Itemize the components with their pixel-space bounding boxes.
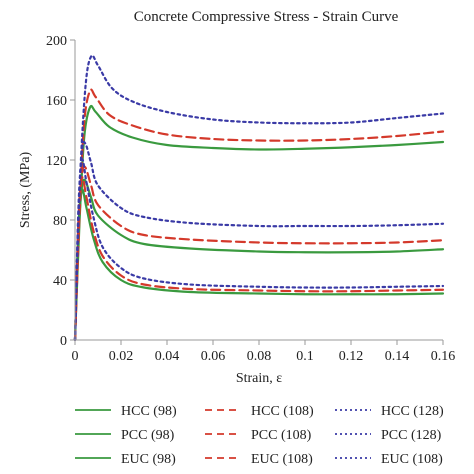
x-tick-label: 0.14 — [385, 349, 410, 364]
series-line-7 — [73, 140, 445, 342]
y-tick-label: 160 — [46, 94, 67, 109]
x-tick-label: 0.16 — [431, 349, 456, 364]
legend-label: PCC (128) — [381, 428, 442, 443]
legend-label: HCC (128) — [381, 404, 444, 419]
legend-label: HCC (98) — [121, 404, 177, 419]
plot-area — [73, 54, 445, 342]
y-tick-label: 0 — [60, 334, 67, 349]
legend-label: PCC (98) — [121, 428, 175, 443]
legend-label: EUC (108) — [251, 452, 313, 467]
legend-label: HCC (108) — [251, 404, 314, 419]
y-tick-label: 120 — [46, 154, 67, 169]
chart-title: Concrete Compressive Stress - Strain Cur… — [134, 9, 399, 25]
x-tick-label: 0.12 — [339, 349, 364, 364]
legend-label: EUC (98) — [121, 452, 176, 467]
x-tick-label: 0.1 — [296, 349, 314, 364]
x-tick-label: 0.08 — [247, 349, 272, 364]
x-tick-label: 0.02 — [109, 349, 134, 364]
series-line-8 — [73, 158, 445, 342]
x-axis-label: Strain, ε — [236, 371, 282, 386]
legend-label: PCC (108) — [251, 428, 312, 443]
y-axis-label: Stress, (MPa) — [18, 152, 33, 229]
series-line-6 — [73, 54, 445, 342]
series-line-3 — [73, 88, 445, 342]
legend-label: EUC (108) — [381, 452, 443, 467]
x-tick-label: 0 — [72, 349, 79, 364]
series-line-5 — [73, 176, 445, 342]
series-line-4 — [73, 165, 445, 342]
y-axis-ticks: 0 40 80 120 160 200 — [46, 34, 75, 349]
x-tick-label: 0.06 — [201, 349, 226, 364]
y-tick-label: 40 — [53, 274, 67, 289]
y-tick-label: 80 — [53, 214, 67, 229]
x-axis-ticks: 0 0.02 0.04 0.06 0.08 0.1 0.12 0.14 0.16 — [72, 340, 456, 364]
series-line-1 — [73, 178, 445, 342]
x-tick-label: 0.04 — [155, 349, 180, 364]
y-tick-label: 200 — [46, 34, 67, 49]
series-line-2 — [73, 188, 445, 342]
legend: HCC (98) PCC (98) EUC (98) HCC (108) PCC (10… — [75, 404, 444, 467]
